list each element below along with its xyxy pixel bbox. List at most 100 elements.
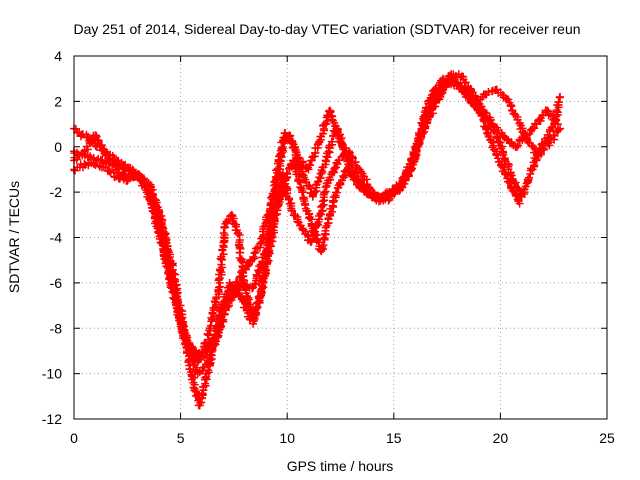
data-marker	[401, 176, 410, 185]
data-marker	[500, 163, 509, 172]
y-tick-label: -2	[50, 184, 63, 200]
x-tick-label: 20	[493, 430, 509, 446]
data-marker	[530, 144, 539, 153]
data-marker	[327, 111, 336, 120]
data-marker	[513, 141, 522, 150]
data-marker	[327, 137, 336, 146]
data-marker	[160, 255, 169, 264]
data-marker	[116, 171, 125, 180]
y-tick-label: -12	[42, 411, 62, 427]
data-marker	[277, 153, 286, 162]
chart-title: Day 251 of 2014, Sidereal Day-to-day VTE…	[73, 21, 580, 37]
data-marker	[459, 85, 468, 94]
data-marker	[85, 152, 94, 161]
data-marker	[250, 280, 259, 289]
data-marker	[529, 142, 538, 151]
y-tick-label: 2	[54, 93, 62, 109]
data-marker	[461, 78, 470, 87]
y-tick-label: -4	[50, 230, 63, 246]
data-marker	[518, 136, 527, 145]
data-marker	[511, 191, 520, 200]
data-marker	[333, 130, 342, 139]
data-point	[362, 188, 371, 197]
data-marker	[374, 193, 383, 202]
data-marker	[277, 144, 286, 153]
data-marker	[215, 311, 224, 320]
plot-frame	[73, 55, 608, 420]
series-track-3	[70, 76, 524, 410]
data-marker	[100, 145, 109, 154]
series-track-4	[70, 70, 562, 360]
data-marker	[554, 98, 563, 107]
data-marker	[174, 313, 183, 322]
data-marker	[279, 187, 288, 196]
data-marker	[311, 230, 320, 239]
data-marker	[252, 272, 261, 281]
data-marker	[394, 183, 403, 192]
data-marker	[552, 116, 561, 125]
data-marker	[94, 136, 103, 145]
data-marker	[190, 386, 199, 395]
data-marker	[428, 109, 437, 118]
data-marker	[315, 137, 324, 146]
data-marker	[204, 366, 213, 375]
data-marker	[493, 134, 502, 143]
data-marker	[239, 275, 248, 284]
data-marker	[282, 169, 291, 178]
y-tick-label: 0	[54, 139, 62, 155]
data-marker	[399, 174, 408, 183]
data-marker	[216, 265, 225, 274]
data-point	[556, 92, 565, 101]
data-marker	[270, 185, 279, 194]
data-marker	[305, 160, 314, 169]
data-marker	[492, 85, 501, 94]
data-point	[553, 120, 562, 129]
y-tick-label: 4	[54, 48, 62, 64]
grid	[74, 56, 607, 419]
data-marker	[431, 98, 440, 107]
x-tick-label: 15	[386, 430, 402, 446]
data-marker	[287, 206, 296, 215]
data-marker	[111, 161, 120, 170]
data-marker	[285, 199, 294, 208]
y-tick-label: -10	[42, 366, 62, 382]
data-marker	[214, 287, 223, 296]
data-marker	[80, 159, 89, 168]
data-marker	[316, 169, 325, 178]
data-marker	[530, 124, 539, 133]
data-marker	[149, 203, 158, 212]
data-marker	[252, 244, 261, 253]
data-marker	[502, 134, 511, 143]
data-marker	[153, 227, 162, 236]
data-marker	[295, 177, 304, 186]
data-marker	[336, 138, 345, 147]
data-marker	[321, 223, 330, 232]
data-marker	[310, 226, 319, 235]
data-marker	[219, 250, 228, 259]
data-marker	[201, 373, 210, 382]
data-marker	[415, 137, 424, 146]
data-marker	[471, 95, 480, 104]
data-marker	[501, 170, 510, 179]
x-tick-label: 25	[599, 430, 615, 446]
x-tick-label: 0	[70, 430, 78, 446]
data-marker	[213, 324, 222, 333]
data-marker	[319, 235, 328, 244]
data-marker	[300, 199, 309, 208]
data-marker	[320, 188, 329, 197]
x-axis-label: GPS time / hours	[287, 458, 394, 474]
data-marker	[357, 181, 366, 190]
data-marker	[318, 242, 327, 251]
data-marker	[330, 165, 339, 174]
x-tick-label: 10	[279, 430, 295, 446]
data-marker	[250, 249, 259, 258]
data-marker	[477, 102, 486, 111]
data-marker	[318, 197, 327, 206]
data-marker	[105, 167, 114, 176]
data-point	[227, 210, 236, 219]
data-marker	[404, 171, 413, 180]
x-tick-label: 5	[177, 430, 185, 446]
